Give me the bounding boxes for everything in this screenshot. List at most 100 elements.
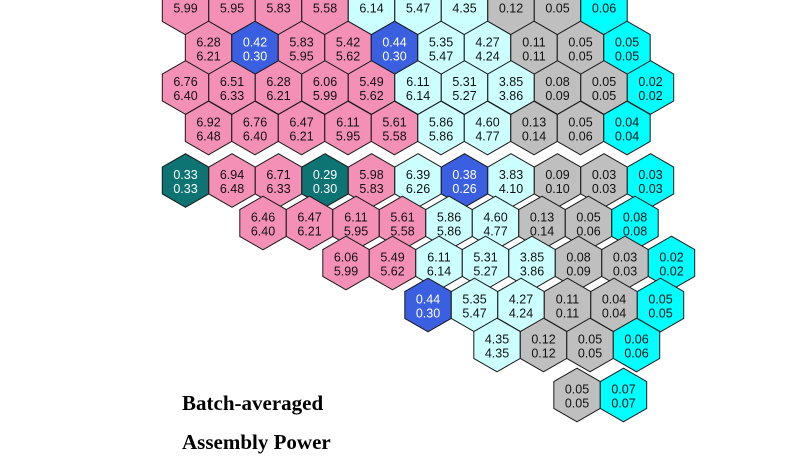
hex-value-top: 6.39 [406, 168, 430, 182]
hex-value-top: 5.42 [336, 36, 360, 50]
hex-value-bottom: 0.05 [615, 50, 639, 64]
assembly-hex-cell: 0.040.04 [603, 100, 651, 156]
hex-value-top: 6.11 [344, 211, 367, 225]
hex-value-top: 6.46 [251, 211, 275, 225]
hex-value-top: 5.83 [289, 36, 313, 50]
hex-value-bottom: 0.14 [522, 130, 546, 144]
hex-value-top: 0.05 [648, 293, 672, 307]
hex-value-bottom: 6.40 [243, 130, 267, 144]
hex-value-top: 5.49 [380, 251, 404, 265]
hex-value-bottom: 0.14 [530, 225, 554, 239]
hex-value-bottom: 5.62 [380, 265, 404, 279]
hex-value-bottom: 5.58 [382, 130, 406, 144]
hex-value-bottom: 0.12 [531, 347, 555, 361]
assembly-hex-cell: 0.020.02 [626, 60, 675, 115]
assembly-hex-cell: 0.440.30 [370, 20, 419, 76]
hex-value-top: 0.07 [611, 383, 635, 397]
assembly-hex-cell: 6.766.40 [231, 100, 279, 156]
hex-value-top: 4.60 [475, 116, 499, 130]
hex-value-bottom: 0.05 [592, 89, 616, 103]
assembly-hex-cell: 0.050.05 [556, 20, 605, 76]
hex-value-top: 0.04 [615, 116, 639, 130]
hex-value-top: 0.04 [602, 293, 626, 307]
assembly-hex-cell: 5.355.47 [417, 20, 465, 76]
hex-shape [612, 317, 661, 373]
hex-value-top: 6.47 [289, 116, 313, 130]
hex-value-bottom: 0.30 [416, 307, 440, 321]
hex-value-top: 6.28 [266, 75, 290, 89]
hex-value-bottom: 0.06 [568, 130, 592, 144]
hex-value-bottom: 4.24 [475, 50, 499, 64]
hex-value-bottom: 0.11 [522, 50, 545, 64]
hex-shape [603, 100, 651, 156]
hex-value-bottom: 3.86 [520, 265, 544, 279]
assembly-hex-cell: 6.115.95 [324, 100, 372, 156]
hex-value-bottom: 6.21 [297, 225, 321, 239]
hex-value-top: 5.99 [173, 2, 197, 16]
hex-value-top: 5.61 [382, 116, 406, 130]
assembly-hex-cell: 0.050.05 [553, 367, 601, 423]
assembly-hex-cell: 6.466.40 [239, 195, 287, 251]
hex-value-top: 5.98 [359, 168, 383, 182]
assembly-hex-cell: 4.274.24 [497, 277, 545, 333]
assembly-hex-cell: 5.865.86 [425, 195, 473, 251]
hex-value-bottom: 5.83 [359, 182, 383, 196]
hex-value-top: 5.31 [473, 251, 497, 265]
assembly-hex-cell: 6.946.48 [208, 153, 256, 208]
hex-value-bottom: 0.26 [452, 182, 476, 196]
assembly-hex-cell: 6.716.33 [254, 153, 303, 208]
assembly-hex-cell: 5.615.58 [378, 195, 427, 251]
hex-value-top: 0.02 [638, 75, 662, 89]
hex-value-bottom: 5.47 [462, 307, 486, 321]
assembly-hex-cell: 0.060.06 [612, 317, 661, 373]
hex-value-top: 0.44 [416, 293, 440, 307]
assembly-hex-cell: 0.030.03 [626, 153, 675, 208]
hex-value-top: 6.76 [243, 116, 267, 130]
hex-value-top: 3.85 [499, 75, 523, 89]
assembly-hex-cell: 0.070.07 [599, 367, 648, 423]
assembly-hex-cell: 0.330.33 [161, 153, 210, 208]
hex-value-bottom: 0.03 [613, 265, 637, 279]
hex-value-top: 0.09 [545, 168, 569, 182]
hex-value-top: 6.92 [196, 116, 220, 130]
hex-value-bottom: 6.21 [266, 89, 290, 103]
hex-value-bottom: 6.21 [289, 130, 313, 144]
hex-value-bottom: 6.14 [427, 265, 451, 279]
hex-value-top: 5.49 [359, 75, 383, 89]
hex-value-bottom: 0.09 [566, 265, 590, 279]
hex-value-bottom: 3.86 [499, 89, 523, 103]
assembly-hex-cell: 0.130.14 [510, 100, 558, 156]
hex-shape [599, 367, 648, 423]
hex-value-bottom: 5.86 [437, 225, 461, 239]
assembly-hex-cell: 6.286.21 [254, 60, 303, 115]
hex-value-top: 4.27 [475, 36, 499, 50]
hex-value-bottom: 0.06 [576, 225, 600, 239]
hex-value-top: 5.47 [406, 2, 430, 16]
assembly-hex-cell: 0.120.12 [519, 317, 568, 373]
assembly-hex-cell: 0.050.06 [556, 100, 605, 156]
hex-value-bottom: 5.95 [344, 225, 368, 239]
hex-value-bottom: 6.40 [251, 225, 275, 239]
hex-value-bottom: 4.24 [509, 307, 533, 321]
hex-value-bottom: 0.03 [592, 182, 616, 196]
assembly-hex-cell: 4.354.35 [473, 317, 521, 373]
hex-value-top: 6.11 [406, 75, 429, 89]
hex-value-bottom: 5.86 [429, 130, 453, 144]
hex-value-top: 3.85 [520, 251, 544, 265]
hex-value-top: 4.35 [485, 333, 509, 347]
hex-value-top: 6.28 [196, 36, 220, 50]
hex-value-bottom: 6.48 [196, 130, 220, 144]
assembly-hex-cell: 6.766.40 [161, 60, 210, 115]
legend-title-line-2: Assembly Power [182, 430, 331, 454]
hex-value-bottom: 0.03 [638, 182, 662, 196]
hex-value-top: 5.86 [437, 211, 461, 225]
hex-value-top: 0.03 [638, 168, 662, 182]
hex-value-top: 0.05 [615, 36, 639, 50]
assembly-hex-cell: 0.050.05 [636, 277, 685, 333]
assembly-hex-cell: 6.476.21 [277, 100, 326, 156]
hex-value-top: 4.35 [452, 2, 476, 16]
hex-value-bottom: 6.33 [220, 89, 244, 103]
hex-value-bottom: 0.07 [611, 397, 635, 411]
hex-value-bottom: 0.33 [173, 182, 197, 196]
hex-value-top: 4.27 [509, 293, 533, 307]
